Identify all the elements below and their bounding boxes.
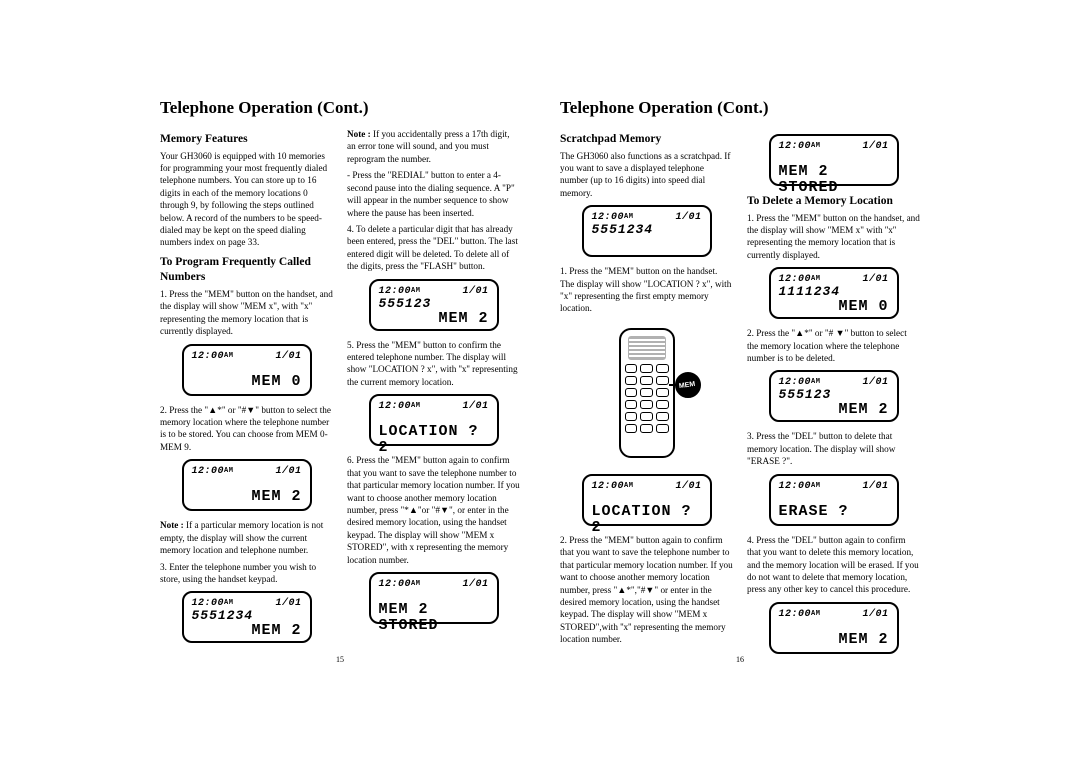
lcd-5551234-mem2: 12:00AM1/01 5551234 MEM 2 [182, 591, 312, 643]
p16-col1: Scratchpad Memory The GH3060 also functi… [560, 128, 733, 662]
para-scratchpad: The GH3060 also functions as a scratchpa… [560, 150, 733, 200]
p15-note2: Note : If you accidentally press a 17th … [347, 128, 520, 165]
p16d-step1: 1. Press the "MEM" button on the handset… [747, 212, 920, 262]
p15-step2: 2. Press the "▲*" or "#▼" button to sele… [160, 404, 333, 454]
p15-redial: - Press the "REDIAL" button to enter a 4… [347, 169, 520, 219]
heading-delete-memory: To Delete a Memory Location [747, 194, 920, 210]
mem-callout-icon: MEM [675, 372, 701, 398]
lcd-location-q2-b: 12:00AM1/01 LOCATION ? 2 [582, 474, 712, 526]
page-number-16: 16 [540, 655, 940, 664]
p15-step4: 4. To delete a particular digit that has… [347, 223, 520, 273]
lcd-mem0: 12:00AM1/01 MEM 0 [182, 344, 312, 396]
lcd-555123-mem2: 12:00AM1/01 555123 MEM 2 [369, 279, 499, 331]
handset-body: MEM [619, 328, 675, 458]
handset-screen-icon [628, 336, 666, 360]
lcd-mem2-stored: 12:00AM1/01 MEM 2 STORED [369, 572, 499, 624]
page-number-15: 15 [140, 655, 540, 664]
handset-keypad [625, 364, 669, 433]
lcd-1111234-mem0: 12:00AM1/01 1111234 MEM 0 [769, 267, 899, 319]
page-title-right: Telephone Operation (Cont.) [560, 98, 920, 118]
heading-scratchpad: Scratchpad Memory [560, 132, 733, 148]
lcd-scratch-5551234: 12:00AM1/01 5551234 [582, 205, 712, 257]
p16d-step2: 2. Press the "▲*" or "# ▼" button to sel… [747, 327, 920, 364]
p15-col1: Memory Features Your GH3060 is equipped … [160, 128, 333, 651]
p16-step2: 2. Press the "MEM" button again to confi… [560, 534, 733, 646]
page-title-left: Telephone Operation (Cont.) [160, 98, 520, 118]
p16d-step3: 3. Press the "DEL" button to delete that… [747, 430, 920, 467]
p15-step1: 1. Press the "MEM" button on the handset… [160, 288, 333, 338]
heading-program-numbers: To Program Frequently Called Numbers [160, 255, 333, 286]
page-16: Telephone Operation (Cont.) Scratchpad M… [540, 40, 940, 682]
lcd-location-q2: 12:00AM1/01 LOCATION ? 2 [369, 394, 499, 446]
lcd-mem2-stored-b: 12:00AM1/01 MEM 2 STORED [769, 134, 899, 186]
page-15-columns: Memory Features Your GH3060 is equipped … [160, 128, 520, 651]
para-memory-intro: Your GH3060 is equipped with 10 memories… [160, 150, 333, 249]
p15-note1: Note : If a particular memory location i… [160, 519, 333, 556]
heading-memory-features: Memory Features [160, 132, 333, 148]
manual-spread: Telephone Operation (Cont.) Memory Featu… [0, 40, 1080, 682]
lcd-erase-q: 12:00AM1/01 ERASE ? [769, 474, 899, 526]
p16-col2: 12:00AM1/01 MEM 2 STORED To Delete a Mem… [747, 128, 920, 662]
page-16-columns: Scratchpad Memory The GH3060 also functi… [560, 128, 920, 662]
p15-step6: 6. Press the "MEM" button again to confi… [347, 454, 520, 566]
lcd-555123-mem2-b: 12:00AM1/01 555123 MEM 2 [769, 370, 899, 422]
p16d-step4: 4. Press the "DEL" button again to confi… [747, 534, 920, 596]
lcd-mem2-final: 12:00AM1/01 MEM 2 [769, 602, 899, 654]
p15-col2: Note : If you accidentally press a 17th … [347, 128, 520, 651]
p16-step1: 1. Press the "MEM" button on the handset… [560, 265, 733, 315]
handset-illustration: MEM [582, 321, 712, 466]
p15-step3: 3. Enter the telephone number you wish t… [160, 561, 333, 586]
page-15: Telephone Operation (Cont.) Memory Featu… [140, 40, 540, 682]
p15-step5: 5. Press the "MEM" button to confirm the… [347, 339, 520, 389]
lcd-mem2-empty: 12:00AM1/01 MEM 2 [182, 459, 312, 511]
